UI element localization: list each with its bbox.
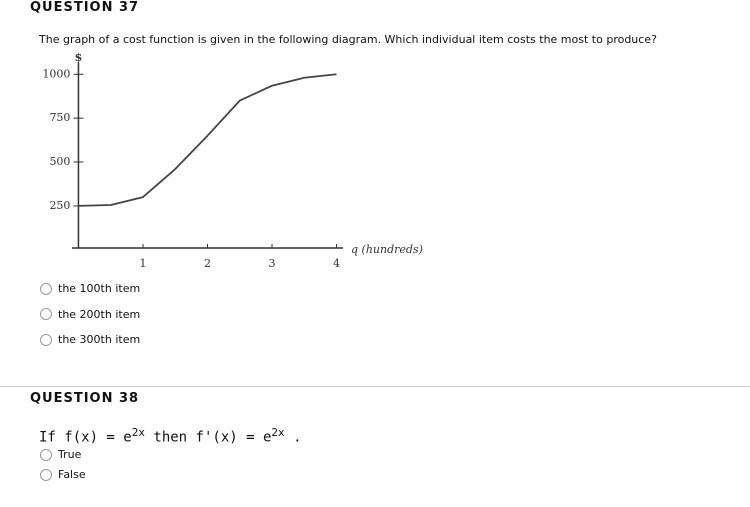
option-label: the 300th item — [58, 333, 141, 346]
option[interactable]: the 200th item — [40, 308, 140, 321]
chart: $ q (hundreds) 250 500 750 1000 1 2 3 4 — [42, 51, 423, 270]
radio-button[interactable] — [40, 468, 52, 481]
exponent: 2x — [271, 426, 285, 439]
cost-curve — [78, 73, 337, 207]
x-tick-label: 1 — [139, 257, 146, 270]
x-tick-label: 4 — [333, 257, 340, 270]
y-tick-label: 750 — [49, 111, 70, 124]
option-label: True — [58, 448, 82, 461]
option-label: the 100th item — [58, 282, 141, 295]
radio-button[interactable] — [40, 448, 52, 461]
option[interactable]: False — [40, 468, 86, 481]
option[interactable]: the 300th item — [40, 333, 140, 346]
y-tick-label: 1000 — [42, 67, 70, 80]
prompt-text: If f(x) = e — [39, 429, 132, 446]
option[interactable]: the 100th item — [40, 282, 140, 295]
question-heading: QUESTION 37 — [30, 0, 140, 15]
option[interactable]: True — [40, 448, 81, 461]
x-tick-label: 2 — [204, 257, 211, 270]
radio-button[interactable] — [40, 333, 52, 346]
question-prompt: The graph of a cost function is given in… — [39, 33, 657, 46]
option-label: False — [58, 468, 86, 481]
radio-button[interactable] — [40, 308, 52, 320]
x-tick-label: 3 — [269, 257, 276, 270]
option-label: the 200th item — [58, 307, 141, 321]
prompt-text: then f'(x) = e — [144, 429, 272, 446]
radio-button[interactable] — [40, 282, 52, 295]
y-tick-label: 500 — [49, 155, 70, 168]
y-tick-label: 250 — [49, 199, 70, 212]
question-heading: QUESTION 38 — [30, 391, 140, 406]
separator — [0, 386, 750, 387]
prompt-text: . — [284, 429, 302, 446]
y-axis-label: $ — [75, 51, 83, 64]
question-prompt: If f(x) = e2x then f'(x) = e2x . — [39, 426, 302, 446]
x-axis-label: q (hundreds) — [351, 243, 423, 256]
exponent: 2x — [131, 426, 145, 439]
